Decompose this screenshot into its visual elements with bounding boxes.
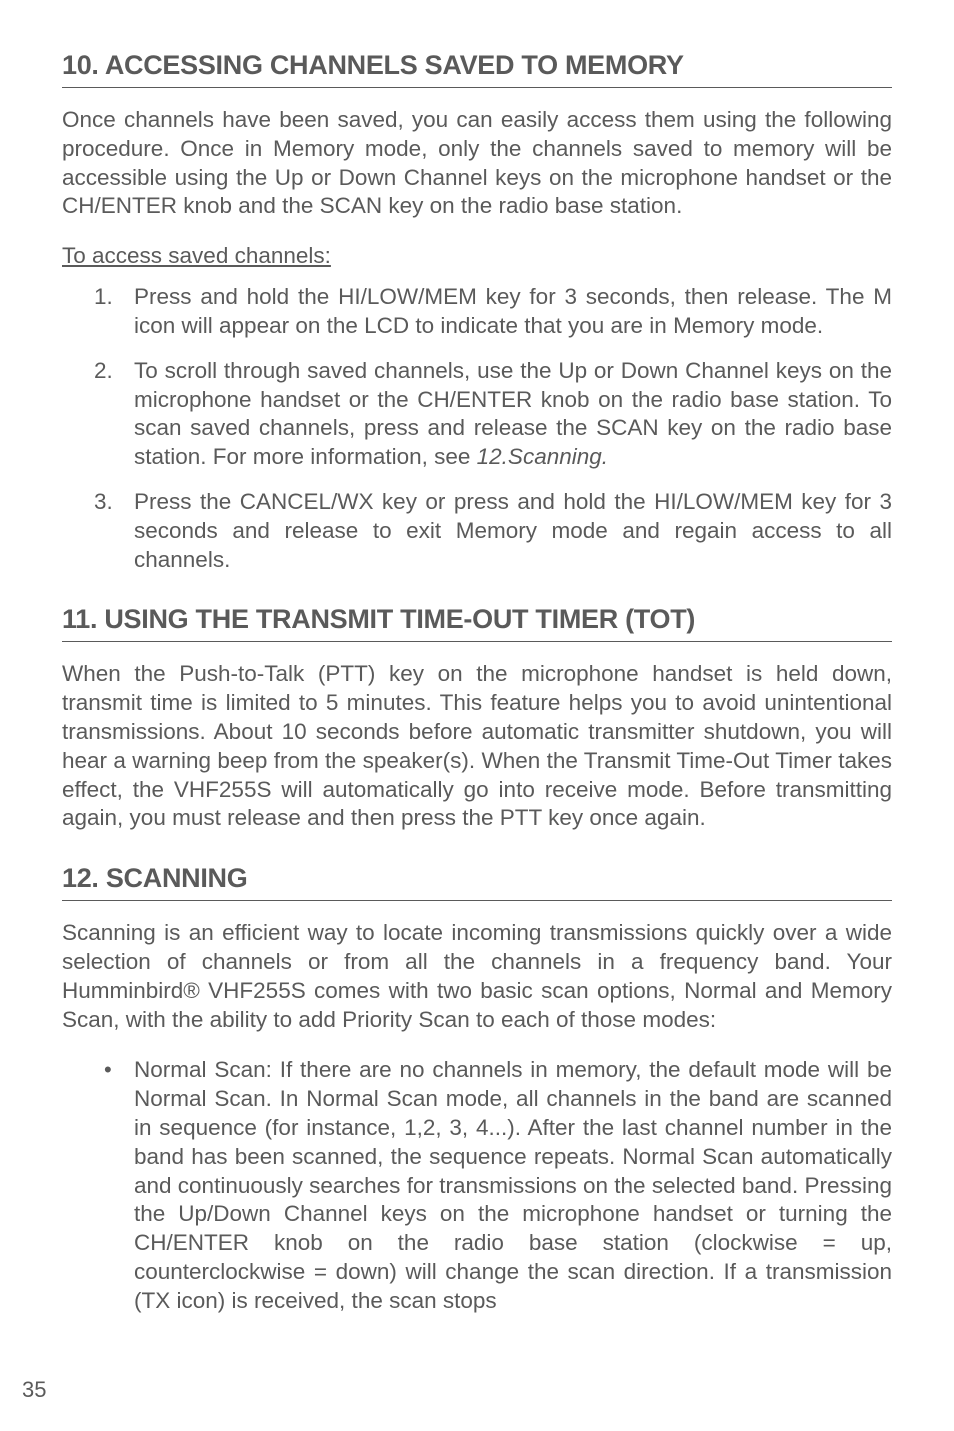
bullet-text: If there are no channels in memory, the … [134,1057,892,1312]
steps-list: Press and hold the HI/LOW/MEM key for 3 … [62,283,892,574]
intro-12: Scanning is an efficient way to locate i… [62,919,892,1034]
step-1: Press and hold the HI/LOW/MEM key for 3 … [62,283,892,341]
bullet-list: Normal Scan: If there are no channels in… [62,1056,892,1315]
section-12: 12. SCANNING Scanning is an efficient wa… [62,863,892,1315]
step-2-ref: 12.Scanning. [477,444,608,469]
bullet-label: Normal Scan: [134,1057,272,1082]
section-10: 10. ACCESSING CHANNELS SAVED TO MEMORY O… [62,50,892,574]
heading-10: 10. ACCESSING CHANNELS SAVED TO MEMORY [62,50,892,88]
heading-11: 11. USING THE TRANSMIT TIME-OUT TIMER (T… [62,604,892,642]
step-2: To scroll through saved channels, use th… [62,357,892,472]
page-number: 35 [22,1377,46,1403]
section-11: 11. USING THE TRANSMIT TIME-OUT TIMER (T… [62,604,892,833]
step-3: Press the CANCEL/WX key or press and hol… [62,488,892,574]
bullet-normal-scan: Normal Scan: If there are no channels in… [62,1056,892,1315]
para-11: When the Push-to-Talk (PTT) key on the m… [62,660,892,833]
intro-10: Once channels have been saved, you can e… [62,106,892,221]
subhead-10: To access saved channels: [62,243,892,269]
heading-12: 12. SCANNING [62,863,892,901]
